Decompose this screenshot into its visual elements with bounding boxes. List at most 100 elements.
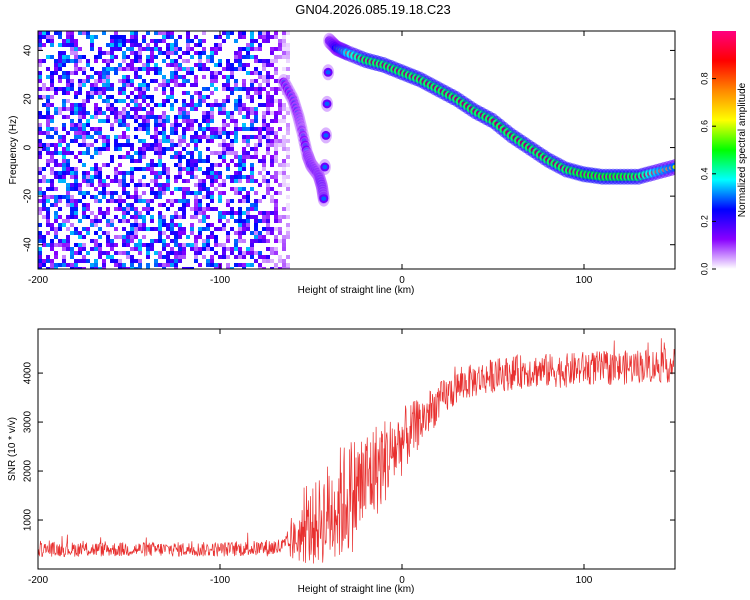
spectrogram-cell — [210, 135, 214, 139]
spectrogram-cell — [246, 139, 250, 143]
spectrogram-cell — [150, 47, 154, 51]
spectrogram-cell — [182, 127, 186, 131]
spectrogram-cell — [174, 79, 178, 83]
spectrogram-cell — [286, 163, 290, 167]
spectrogram-cell — [230, 159, 234, 163]
spectrogram-cell — [190, 215, 194, 219]
spectrogram-cell — [90, 87, 94, 91]
spectrogram-cell — [74, 267, 78, 269]
spectrogram-cell — [178, 63, 182, 67]
spectrogram-cell — [222, 67, 226, 71]
spectrogram-cell — [206, 95, 210, 99]
spectrogram-cell — [54, 231, 58, 235]
spectrogram-cell — [250, 71, 254, 75]
spectrogram-cell — [146, 167, 150, 171]
spectrogram-cell — [230, 179, 234, 183]
spectrogram-cell — [186, 235, 190, 239]
spectrogram-cell — [86, 63, 90, 67]
spectrogram-cell — [166, 175, 170, 179]
spectrogram-cell — [282, 267, 286, 269]
spectrogram-cell — [106, 211, 110, 215]
spectrogram-cell — [222, 147, 226, 151]
spectrogram-cell — [270, 247, 274, 251]
spectrogram-cell — [102, 251, 106, 255]
spectrogram-cell — [190, 191, 194, 195]
spectrogram-cell — [166, 95, 170, 99]
spectrogram-cell — [174, 179, 178, 183]
spectrogram-cell — [182, 107, 186, 111]
spectrogram-cell — [222, 255, 226, 259]
spectrogram-cell — [102, 83, 106, 87]
spectrogram-cell — [202, 247, 206, 251]
spectrogram-cell — [126, 183, 130, 187]
spectrogram-cell — [98, 131, 102, 135]
spectrogram-cell — [50, 83, 54, 87]
spectrogram-cell — [286, 255, 290, 259]
spectrogram-cell — [50, 195, 54, 199]
spectrogram-cell — [170, 139, 174, 143]
spectrogram-cell — [82, 143, 86, 147]
spectrogram-cell — [70, 119, 74, 123]
spectrogram-cell — [46, 111, 50, 115]
spectrogram-cell — [146, 263, 150, 267]
spectrogram-cell — [54, 195, 58, 199]
spectrogram-cell — [278, 215, 282, 219]
spectrogram-cell — [102, 87, 106, 91]
spectrogram-cell — [254, 79, 258, 83]
spectrogram-cell — [74, 51, 78, 55]
spectrogram-cell — [194, 255, 198, 259]
spectrogram-cell — [106, 63, 110, 67]
spectrogram-cell — [186, 31, 190, 35]
spectrogram-cell — [102, 215, 106, 219]
spectrogram-cell — [114, 175, 118, 179]
spectrogram-cell — [190, 163, 194, 167]
spectrogram-cell — [210, 175, 214, 179]
spectrogram-cell — [158, 47, 162, 51]
spectrogram-cell — [166, 263, 170, 267]
spectrogram-cell — [254, 155, 258, 159]
spectrogram-cell — [262, 103, 266, 107]
spectrogram-cell — [122, 39, 126, 43]
spectrogram-cell — [106, 207, 110, 211]
spectrogram-cell — [158, 143, 162, 147]
spectrogram-cell — [234, 123, 238, 127]
spectrogram-cell — [174, 231, 178, 235]
spectrogram-cell — [210, 231, 214, 235]
spectrogram-cell — [230, 71, 234, 75]
spectrogram-cell — [166, 179, 170, 183]
spectrogram-cell — [262, 75, 266, 79]
spectrogram-cell — [166, 199, 170, 203]
spectrogram-cell — [50, 71, 54, 75]
spectrogram-cell — [174, 39, 178, 43]
spectrogram-cell — [62, 39, 66, 43]
spectrogram-cell — [194, 175, 198, 179]
spectrogram-cell — [266, 91, 270, 95]
spectrogram-cell — [190, 39, 194, 43]
spectrogram-cell — [134, 191, 138, 195]
spectrogram-cell — [90, 195, 94, 199]
spectrogram-cell — [178, 123, 182, 127]
spectrogram-cell — [154, 39, 158, 43]
spectrogram-cell — [54, 163, 58, 167]
spectrogram-cell — [226, 123, 230, 127]
spectrogram-cell — [210, 115, 214, 119]
spectrogram-cell — [106, 51, 110, 55]
spectrogram-cell — [150, 159, 154, 163]
spectrogram-cell — [82, 83, 86, 87]
spectrogram-cell — [118, 67, 122, 71]
spectrogram-cell — [138, 47, 142, 51]
spectrogram-cell — [194, 143, 198, 147]
spectrogram-cell — [266, 59, 270, 63]
spectrogram-cell — [286, 51, 290, 55]
spectrogram-cell — [58, 31, 62, 35]
spectrogram-cell — [254, 55, 258, 59]
spectrogram-cell — [70, 175, 74, 179]
spectrogram-cell — [286, 55, 290, 59]
spectrogram-cell — [246, 207, 250, 211]
spectrogram-cell — [98, 175, 102, 179]
spectrogram-cell — [222, 87, 226, 91]
spectrogram-cell — [158, 123, 162, 127]
spectrogram-cell — [186, 47, 190, 51]
spectrogram-cell — [258, 231, 262, 235]
spectrogram-x-label: Height of straight line (km) — [298, 285, 415, 296]
